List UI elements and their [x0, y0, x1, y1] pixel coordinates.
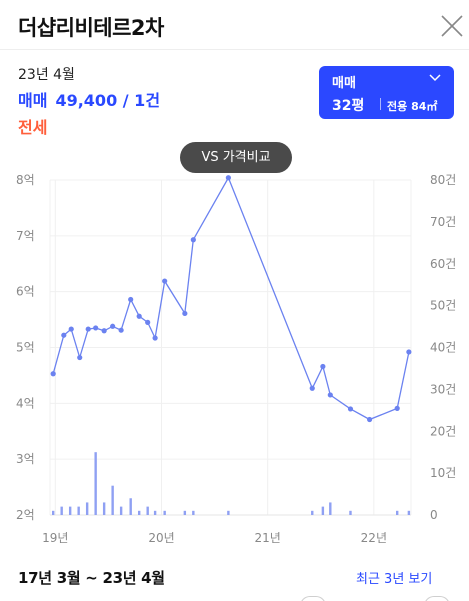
- volume-bar: [227, 510, 230, 515]
- page-title: 더샵리비테르2차: [18, 16, 164, 40]
- selected-date: 23년 4월: [18, 67, 75, 83]
- jeonse-toggle[interactable]: 전세: [18, 118, 48, 137]
- y-tick-label-right: 60건: [430, 257, 456, 271]
- price-point: [118, 327, 124, 333]
- volume-bar: [85, 502, 89, 515]
- price-point: [50, 371, 56, 377]
- volume-bar: [407, 510, 411, 515]
- price-point: [77, 354, 83, 361]
- price-point: [347, 406, 354, 412]
- trade-price: 49,400 / 1건: [55, 91, 161, 110]
- period-range: 17년 3월 ~ 23년 4월: [18, 569, 165, 587]
- volume-bar: [111, 485, 114, 515]
- scroll-hint-right: [424, 596, 450, 601]
- price-point: [162, 278, 168, 284]
- price-point: [320, 363, 326, 370]
- filter-separator: [380, 98, 381, 110]
- y-tick-label-left: 7억: [16, 229, 35, 243]
- close-icon[interactable]: [436, 10, 466, 40]
- price-point: [93, 325, 99, 331]
- y-tick-label-right: 80건: [430, 173, 456, 187]
- y-tick-label-right: 20건: [430, 424, 456, 438]
- filter-area: 전용 84㎡: [387, 100, 438, 113]
- volume-bar: [329, 502, 332, 515]
- y-tick-label-right: 30건: [430, 382, 456, 396]
- price-point: [327, 392, 333, 398]
- price-chart[interactable]: 2억 3억 4억 5억 6억 7억 8억 0 10건 20건 30건 40건 50건 60건 70건 80건 1…: [0, 160, 469, 555]
- price-point: [61, 332, 67, 338]
- x-tick-label: 20년: [148, 531, 174, 545]
- price-point: [394, 405, 400, 411]
- volume-bar: [129, 498, 132, 515]
- y-tick-label-right: 40건: [430, 341, 456, 355]
- volume-bar: [192, 510, 195, 515]
- trade-type-label: 매매: [18, 91, 48, 110]
- price-point: [406, 349, 412, 355]
- trade-filter-dropdown[interactable]: 매매 32평 전용 84㎡: [319, 66, 454, 119]
- x-tick-label: 21년: [255, 531, 281, 545]
- volume-bar: [311, 510, 314, 515]
- vs-compare-button[interactable]: VS 가격비교: [180, 142, 292, 173]
- volume-bar: [146, 506, 149, 515]
- y-tick-label-left: 3억: [16, 452, 35, 466]
- volume-bar: [137, 510, 141, 515]
- y-tick-label-left: 2억: [16, 508, 35, 522]
- price-point: [182, 310, 188, 317]
- price-summary: 23년 4월 매매 49,400 / 1건 전세: [18, 66, 160, 138]
- price-point: [128, 296, 134, 303]
- header: 더샵리비테르2차: [0, 0, 469, 50]
- y-tick-label-right: 50건: [430, 299, 456, 313]
- volume-bar: [163, 510, 166, 515]
- volume-bar: [60, 506, 63, 515]
- y-tick-label-right: 0: [430, 508, 438, 522]
- price-point: [225, 175, 231, 181]
- price-point: [309, 385, 315, 391]
- volume-bar: [119, 506, 123, 515]
- volume-bar: [395, 510, 399, 515]
- price-point: [366, 416, 373, 423]
- price-point: [145, 319, 151, 325]
- volume-bar: [77, 506, 80, 515]
- volume-bar: [153, 510, 157, 515]
- trade-price-line: 매매 49,400 / 1건: [18, 91, 160, 111]
- chevron-down-icon: [429, 74, 441, 82]
- filter-type-label: 매매: [332, 76, 356, 91]
- price-point: [152, 335, 158, 341]
- price-point: [136, 313, 142, 319]
- y-tick-label-left: 4억: [16, 396, 35, 410]
- y-tick-label-left: 8억: [16, 173, 35, 187]
- price-point: [101, 328, 107, 334]
- y-tick-label-right: 10건: [430, 466, 456, 480]
- y-tick-label-right: 70건: [430, 215, 456, 229]
- volume-bar: [102, 502, 106, 515]
- volume-bar: [349, 510, 352, 515]
- price-point: [85, 326, 91, 332]
- scroll-hint-left: [300, 596, 326, 601]
- price-point: [68, 326, 74, 332]
- x-tick-label: 22년: [361, 531, 387, 545]
- y-tick-label-left: 5억: [16, 341, 35, 355]
- price-point: [110, 323, 116, 329]
- filter-pyeong: 32평: [332, 98, 365, 114]
- volume-bar: [51, 510, 55, 515]
- volume-bar: [68, 506, 72, 515]
- price-point: [190, 237, 196, 243]
- volume-bar: [94, 452, 97, 515]
- x-tick-label: 19년: [42, 531, 68, 545]
- volume-bar: [321, 506, 325, 515]
- volume-bar: [183, 510, 187, 515]
- y-tick-label-left: 6억: [16, 285, 35, 299]
- price-line: [52, 176, 410, 421]
- recent-3-years-link[interactable]: 최근 3년 보기: [356, 572, 433, 587]
